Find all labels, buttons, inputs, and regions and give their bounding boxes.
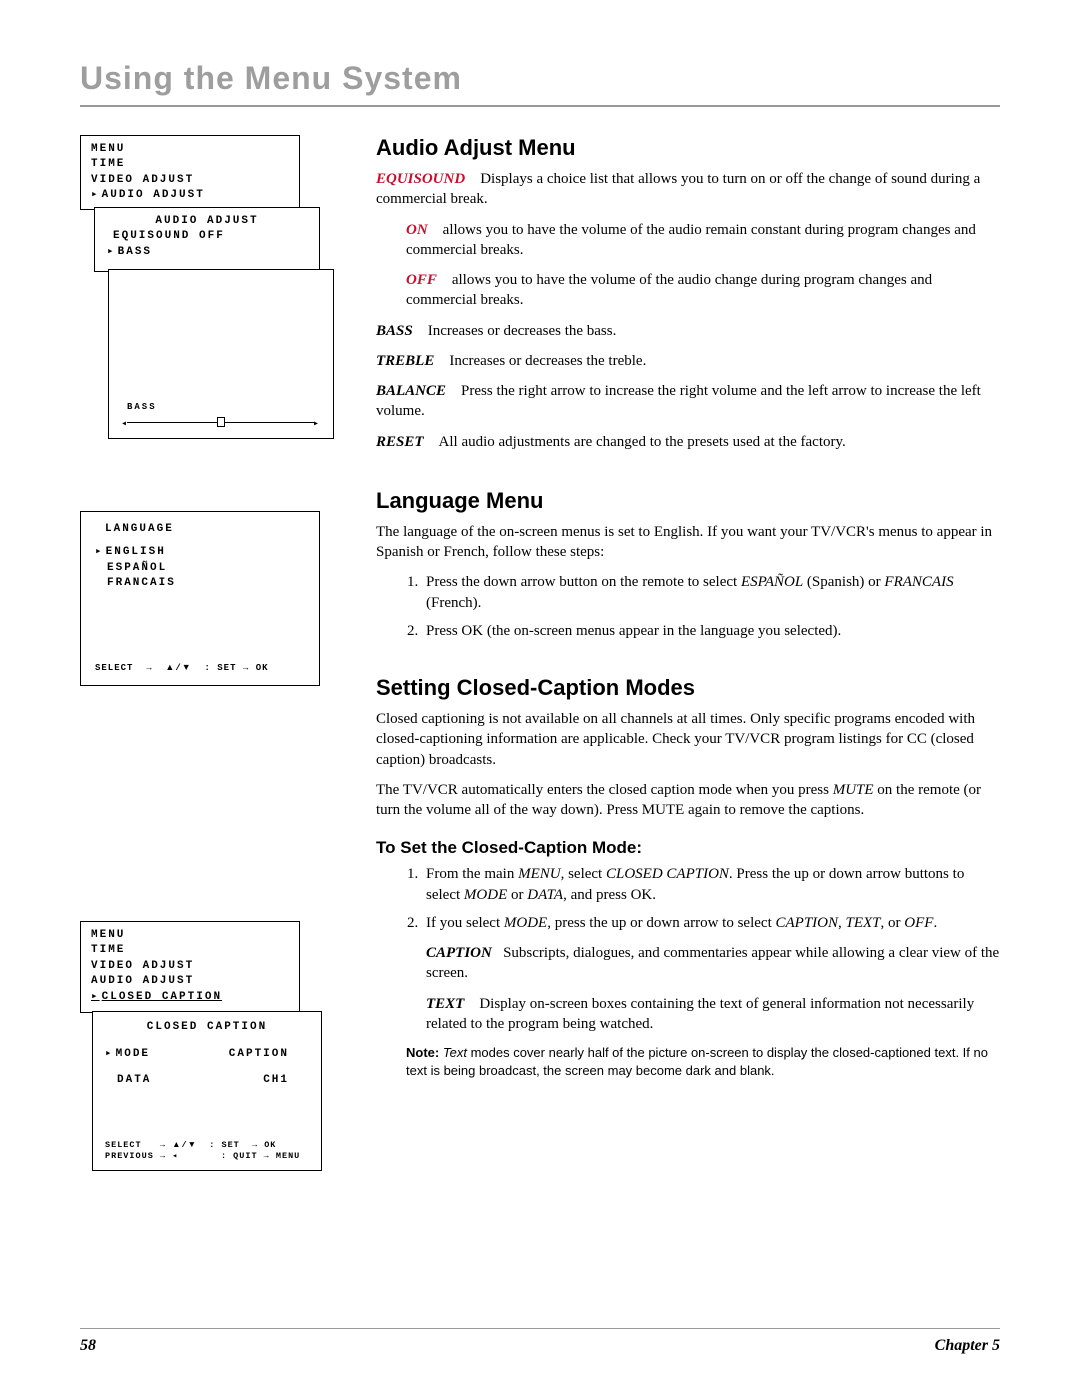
paragraph: BASS Increases or decreases the bass.	[376, 321, 1000, 341]
list-item: If you select MODE, press the up or down…	[422, 913, 1000, 1034]
osd-title: LANGUAGE	[95, 522, 305, 537]
paragraph: Closed captioning is not available on al…	[376, 709, 1000, 770]
paragraph: EQUISOUND Displays a choice list that al…	[376, 169, 1000, 210]
list-item: Press OK (the on-screen menus appear in …	[422, 621, 1000, 641]
paragraph: OFF allows you to have the volume of the…	[376, 270, 1000, 311]
list-item: Press the down arrow button on the remot…	[422, 572, 1000, 613]
steps-cc: From the main MENU, select CLOSED CAPTIO…	[376, 864, 1000, 1034]
osd-row: DATACH1	[105, 1073, 309, 1088]
osd-item: TIME	[91, 943, 289, 958]
osd-subtitle: AUDIO ADJUST	[107, 214, 307, 229]
paragraph: ON allows you to have the volume of the …	[376, 220, 1000, 261]
bass-slider: ◂▸	[127, 420, 315, 426]
heading-audio: Audio Adjust Menu	[376, 135, 1000, 161]
steps-language: Press the down arrow button on the remot…	[376, 572, 1000, 641]
osd-slider-label: BASS	[127, 401, 157, 414]
osd-item: AUDIO ADJUST	[91, 188, 289, 203]
diagram-closed-caption: MENU TIME VIDEO ADJUST AUDIO ADJUST CLOS…	[80, 921, 348, 1181]
osd-hint: SELECT → ▲/▼ : SET → OK	[95, 661, 305, 675]
paragraph: The language of the on-screen menus is s…	[376, 522, 1000, 563]
subheading-cc-set: To Set the Closed-Caption Mode:	[376, 838, 1000, 858]
paragraph: RESET All audio adjustments are changed …	[376, 432, 1000, 452]
osd-hint: SELECT → ▲/▼ : SET → OK PREVIOUS → ◂ : Q…	[105, 1139, 311, 1162]
osd-item: AUDIO ADJUST	[91, 974, 289, 989]
note: Note: Text modes cover nearly half of th…	[406, 1044, 1000, 1079]
osd-item: EQUISOUND OFF	[107, 229, 307, 244]
osd-item: VIDEO ADJUST	[91, 173, 289, 188]
osd-row: MODE CAPTION	[105, 1047, 309, 1062]
paragraph: TREBLE Increases or decreases the treble…	[376, 351, 1000, 371]
osd-menu-label: MENU	[91, 142, 289, 157]
osd-item: VIDEO ADJUST	[91, 959, 289, 974]
paragraph: The TV/VCR automatically enters the clos…	[376, 780, 1000, 821]
osd-item: TIME	[91, 157, 289, 172]
osd-item: ESPAÑOL	[95, 561, 305, 576]
osd-subtitle: CLOSED CAPTION	[105, 1020, 309, 1035]
page-number: 58	[80, 1337, 96, 1355]
chapter-label: Chapter 5	[935, 1337, 1000, 1355]
heading-language: Language Menu	[376, 488, 1000, 514]
paragraph: BALANCE Press the right arrow to increas…	[376, 381, 1000, 422]
heading-cc: Setting Closed-Caption Modes	[376, 675, 1000, 701]
osd-item: ENGLISH	[95, 545, 305, 560]
page-title: Using the Menu System	[80, 60, 1000, 107]
list-item: From the main MENU, select CLOSED CAPTIO…	[422, 864, 1000, 905]
diagram-language: LANGUAGE ENGLISH ESPAÑOL FRANCAIS SELECT…	[80, 511, 348, 691]
osd-item: FRANCAIS	[95, 576, 305, 591]
diagram-audio: MENU TIME VIDEO ADJUST AUDIO ADJUST AUDI…	[80, 135, 348, 455]
osd-menu-label: MENU	[91, 928, 289, 943]
osd-item: BASS	[107, 245, 307, 260]
osd-item: CLOSED CAPTION	[91, 990, 289, 1005]
